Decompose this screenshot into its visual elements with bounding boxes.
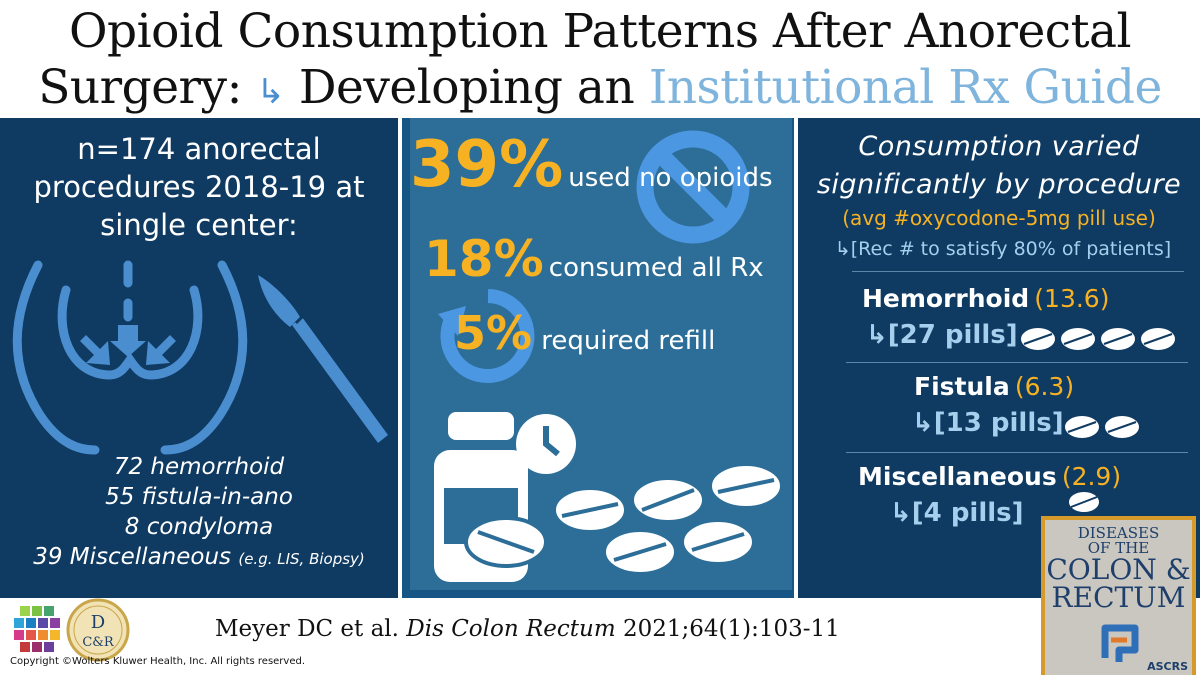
procedure-avg: (6.3)	[1014, 372, 1075, 401]
cover-title-small: DISEASES OF THE	[1045, 526, 1192, 556]
stat-no-opioids: 39% used no opioids	[410, 128, 773, 202]
cohort-summary: n=174 anorectal procedures 2018-19 at si…	[0, 130, 398, 244]
return-arrow-icon: ↳	[256, 72, 285, 112]
list-item-note: (e.g. LIS, Biopsy)	[238, 550, 365, 568]
pill-count: [27 pills]	[887, 320, 1018, 350]
colon-icon	[1101, 624, 1139, 662]
stat-value: 5%	[454, 306, 533, 360]
procedure-fistula: Fistula (6.3)	[914, 372, 1074, 401]
cover-line: COLON &	[1046, 553, 1191, 586]
pill-icon-row	[1067, 490, 1101, 514]
pill-icon-row	[1019, 326, 1177, 352]
pill-count: [13 pills]	[933, 408, 1064, 438]
divider	[852, 271, 1184, 272]
right-heading: Consumption varied significantly by proc…	[800, 128, 1198, 204]
list-item: 72 hemorrhoid	[113, 454, 285, 480]
title-line-2: Surgery: ↳ Developing an Institutional R…	[0, 60, 1200, 120]
procedure-misc: Miscellaneous (2.9)	[858, 462, 1121, 491]
stat-label: consumed all Rx	[548, 253, 764, 283]
return-arrow-icon: ↳	[834, 238, 851, 260]
stat-value: 18%	[424, 230, 544, 288]
pill-count: [4 pills]	[911, 498, 1024, 528]
cohort-line: single center:	[100, 208, 298, 242]
title-surgery: Surgery:	[38, 60, 242, 115]
stat-label: used no opioids	[568, 163, 773, 193]
stat-label: required refill	[541, 326, 716, 356]
buttock-left-outline	[12, 260, 100, 455]
procedure-name: Fistula	[914, 372, 1010, 401]
stat-refill: 5% required refill	[454, 306, 715, 360]
pill-icon-row	[1063, 414, 1141, 440]
divider	[846, 452, 1188, 453]
page-title: Opioid Consumption Patterns After Anorec…	[0, 4, 1200, 120]
copyright: Copyright ©Wolters Kluwer Health, Inc. A…	[10, 656, 306, 667]
scalpel-icon	[258, 275, 388, 443]
no-symbol-icon	[636, 130, 750, 244]
buttock-right-outline	[160, 260, 248, 455]
right-subheading: (avg #oxycodone-5mg pill use)	[842, 206, 1156, 230]
stat-consumed-all: 18% consumed all Rx	[424, 230, 764, 288]
procedure-hemorrhoid: Hemorrhoid (13.6)	[862, 284, 1109, 313]
cohort-line: procedures 2018-19 at	[33, 170, 365, 204]
procedure-misc-rec: ↳[4 pills]	[890, 498, 1024, 528]
dcr-seal-logo: D C&R	[66, 598, 130, 662]
pain-arrows-icon	[80, 325, 176, 365]
citation-journal: Dis Colon Rectum	[406, 616, 616, 642]
procedure-fistula-rec: ↳[13 pills]	[912, 408, 1064, 438]
list-item-text: 39 Miscellaneous	[33, 544, 232, 570]
right-heading-line: significantly by procedure	[816, 169, 1182, 200]
anatomy-illustration	[12, 260, 388, 455]
seal-bottom: C&R	[82, 635, 115, 650]
cover-line: DISEASES	[1077, 524, 1160, 542]
buttock-inner-outline	[57, 285, 203, 380]
procedure-hemorrhoid-rec: ↳[27 pills]	[866, 320, 1018, 350]
stat-value: 39%	[410, 128, 564, 202]
procedure-avg: (2.9)	[1061, 462, 1122, 491]
title-accent: Institutional Rx Guide	[648, 60, 1163, 115]
cover-line: RECTUM	[1051, 581, 1186, 614]
title-line-1: Opioid Consumption Patterns After Anorec…	[68, 4, 1132, 59]
seal-top: D	[91, 612, 105, 633]
title-developing: Developing an	[298, 60, 635, 115]
clock-icon	[516, 414, 576, 474]
journal-cover: DISEASES OF THE COLON & RECTUM ASCRS	[1041, 516, 1196, 675]
pill-bottle-illustration	[434, 412, 784, 582]
cover-title-large: COLON & RECTUM	[1045, 556, 1192, 612]
right-heading-line: Consumption varied	[858, 131, 1140, 162]
pill-icons	[464, 462, 784, 576]
list-item: 8 condyloma	[124, 514, 274, 540]
citation-details: 2021;64(1):103-11	[622, 616, 840, 642]
return-arrow-icon: ↳	[866, 320, 888, 350]
recommendation-text: [Rec # to satisfy 80% of patients]	[850, 238, 1172, 260]
citation-authors: Meyer DC et al.	[215, 616, 399, 642]
cover-org: ASCRS	[1147, 660, 1188, 673]
wolters-kluwer-logo	[14, 606, 60, 652]
citation: Meyer DC et al. Dis Colon Rectum 2021;64…	[215, 616, 840, 642]
procedure-name: Hemorrhoid	[862, 284, 1030, 313]
refill-cycle-icon	[438, 289, 535, 383]
procedure-avg: (13.6)	[1034, 284, 1110, 313]
recommendation-note: ↳[Rec # to satisfy 80% of patients]	[806, 238, 1200, 260]
return-arrow-icon: ↳	[912, 408, 934, 438]
cohort-line: n=174 anorectal	[77, 132, 321, 166]
procedure-breakdown: 72 hemorrhoid 55 fistula-in-ano 8 condyl…	[0, 452, 398, 574]
return-arrow-icon: ↳	[890, 498, 912, 528]
divider	[846, 362, 1188, 363]
list-item: 39 Miscellaneous (e.g. LIS, Biopsy)	[0, 542, 398, 574]
list-item: 55 fistula-in-ano	[105, 484, 293, 510]
procedure-name: Miscellaneous	[858, 462, 1057, 491]
cover-line: OF THE	[1087, 539, 1150, 557]
